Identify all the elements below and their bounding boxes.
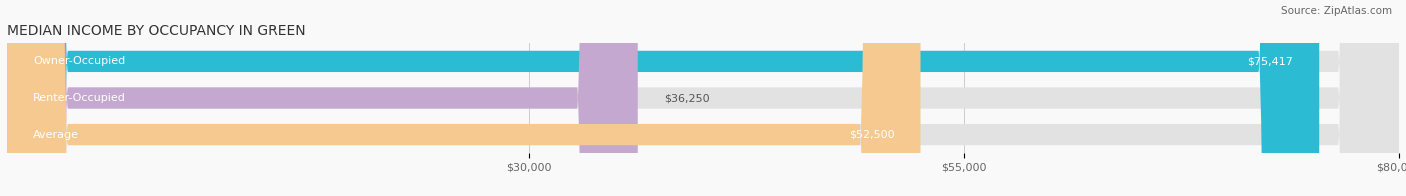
Text: Owner-Occupied: Owner-Occupied <box>34 56 125 66</box>
Text: $75,417: $75,417 <box>1247 56 1294 66</box>
FancyBboxPatch shape <box>7 0 1399 196</box>
Text: Source: ZipAtlas.com: Source: ZipAtlas.com <box>1281 6 1392 16</box>
FancyBboxPatch shape <box>7 0 638 196</box>
FancyBboxPatch shape <box>7 0 1399 196</box>
Text: $36,250: $36,250 <box>664 93 710 103</box>
Text: $52,500: $52,500 <box>849 130 894 140</box>
Text: MEDIAN INCOME BY OCCUPANCY IN GREEN: MEDIAN INCOME BY OCCUPANCY IN GREEN <box>7 24 305 38</box>
Text: Average: Average <box>34 130 79 140</box>
FancyBboxPatch shape <box>7 0 1319 196</box>
FancyBboxPatch shape <box>7 0 921 196</box>
FancyBboxPatch shape <box>7 0 1399 196</box>
Text: Renter-Occupied: Renter-Occupied <box>34 93 127 103</box>
